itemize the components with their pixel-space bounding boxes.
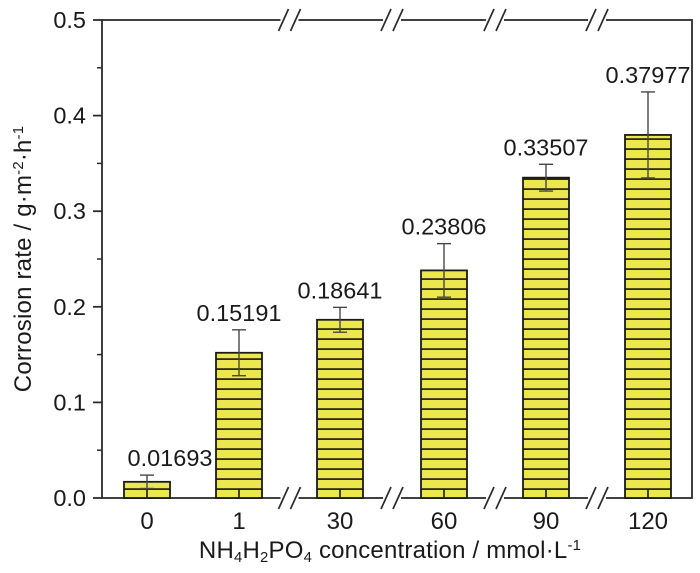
axis-break-slash — [597, 8, 609, 32]
bar-value-label: 0.23806 — [402, 214, 487, 240]
axis-break-gap — [280, 495, 299, 501]
x-axis-tick-label: 30 — [327, 508, 354, 535]
plot-frame — [101, 19, 693, 499]
x-axis-tick-label: 60 — [431, 508, 458, 535]
bar-value-label: 0.15191 — [197, 300, 282, 326]
axis-break-gap — [280, 17, 299, 23]
superscript: -2 — [10, 161, 27, 175]
axis-break-slash — [392, 486, 404, 510]
y-axis-tick-label: 0.4 — [53, 103, 86, 129]
bar-30 — [316, 318, 364, 499]
subscript: 4 — [303, 550, 313, 567]
axis-break-gap — [383, 17, 401, 23]
axis-break-slash — [585, 486, 597, 510]
label-text: NH — [198, 537, 234, 564]
bar-120 — [624, 134, 672, 499]
axis-break-slash — [380, 8, 392, 32]
y-axis-tick-label: 0.1 — [53, 389, 86, 415]
bar-90 — [522, 176, 570, 499]
label-text: Corrosion rate / g·m — [10, 174, 37, 393]
axis-break-slash — [495, 486, 507, 510]
axis-break-gap — [486, 17, 504, 23]
axis-break-slash — [392, 8, 404, 32]
axis-break-slash — [277, 486, 290, 510]
axis-break-slash — [597, 486, 609, 510]
x-axis-title: NH4H2PO4 concentration / mmol·L-1 — [198, 537, 582, 567]
y-axis-title: Corrosion rate / g·m-2·h-1 — [10, 126, 38, 392]
axis-break-slash — [289, 8, 302, 32]
y-axis-tick-label: 0.3 — [53, 198, 86, 224]
x-axis-tick-label: 120 — [628, 508, 668, 535]
x-axis-tick-label: 0 — [140, 508, 153, 535]
axis-break-slash — [380, 486, 392, 510]
x-axis-tick-label: 1 — [232, 508, 245, 535]
bar-60 — [420, 269, 468, 499]
axis-break-slash — [277, 8, 290, 32]
axis-break-gap — [588, 17, 606, 23]
label-text: concentration / mmol·L — [312, 537, 568, 564]
label-text: ·h — [10, 139, 37, 162]
axis-break-gap — [383, 495, 401, 501]
label-text: H — [242, 537, 261, 564]
bar-value-label: 0.01693 — [128, 445, 213, 471]
axis-break-slash — [495, 8, 507, 32]
superscript: -1 — [10, 125, 27, 140]
axis-break-slash — [585, 8, 597, 32]
bar-value-label: 0.33507 — [504, 134, 589, 160]
superscript: -1 — [567, 537, 582, 554]
bar-value-label: 0.37977 — [606, 62, 691, 88]
subscript: 2 — [260, 550, 269, 567]
y-axis-tick-label: 0.5 — [53, 7, 86, 33]
axis-break-gap — [486, 495, 504, 501]
axis-break-slash — [289, 486, 302, 510]
axis-break-slash — [483, 8, 495, 32]
x-axis-tick-label: 90 — [533, 508, 560, 535]
bar-value-label: 0.18641 — [298, 277, 383, 303]
subscript: 4 — [233, 550, 243, 567]
axis-break-slash — [483, 486, 495, 510]
label-text: PO — [268, 537, 304, 564]
y-axis-tick-label: 0.0 — [53, 485, 86, 511]
axis-break-gap — [588, 495, 606, 501]
y-axis-tick-label: 0.2 — [53, 294, 86, 320]
